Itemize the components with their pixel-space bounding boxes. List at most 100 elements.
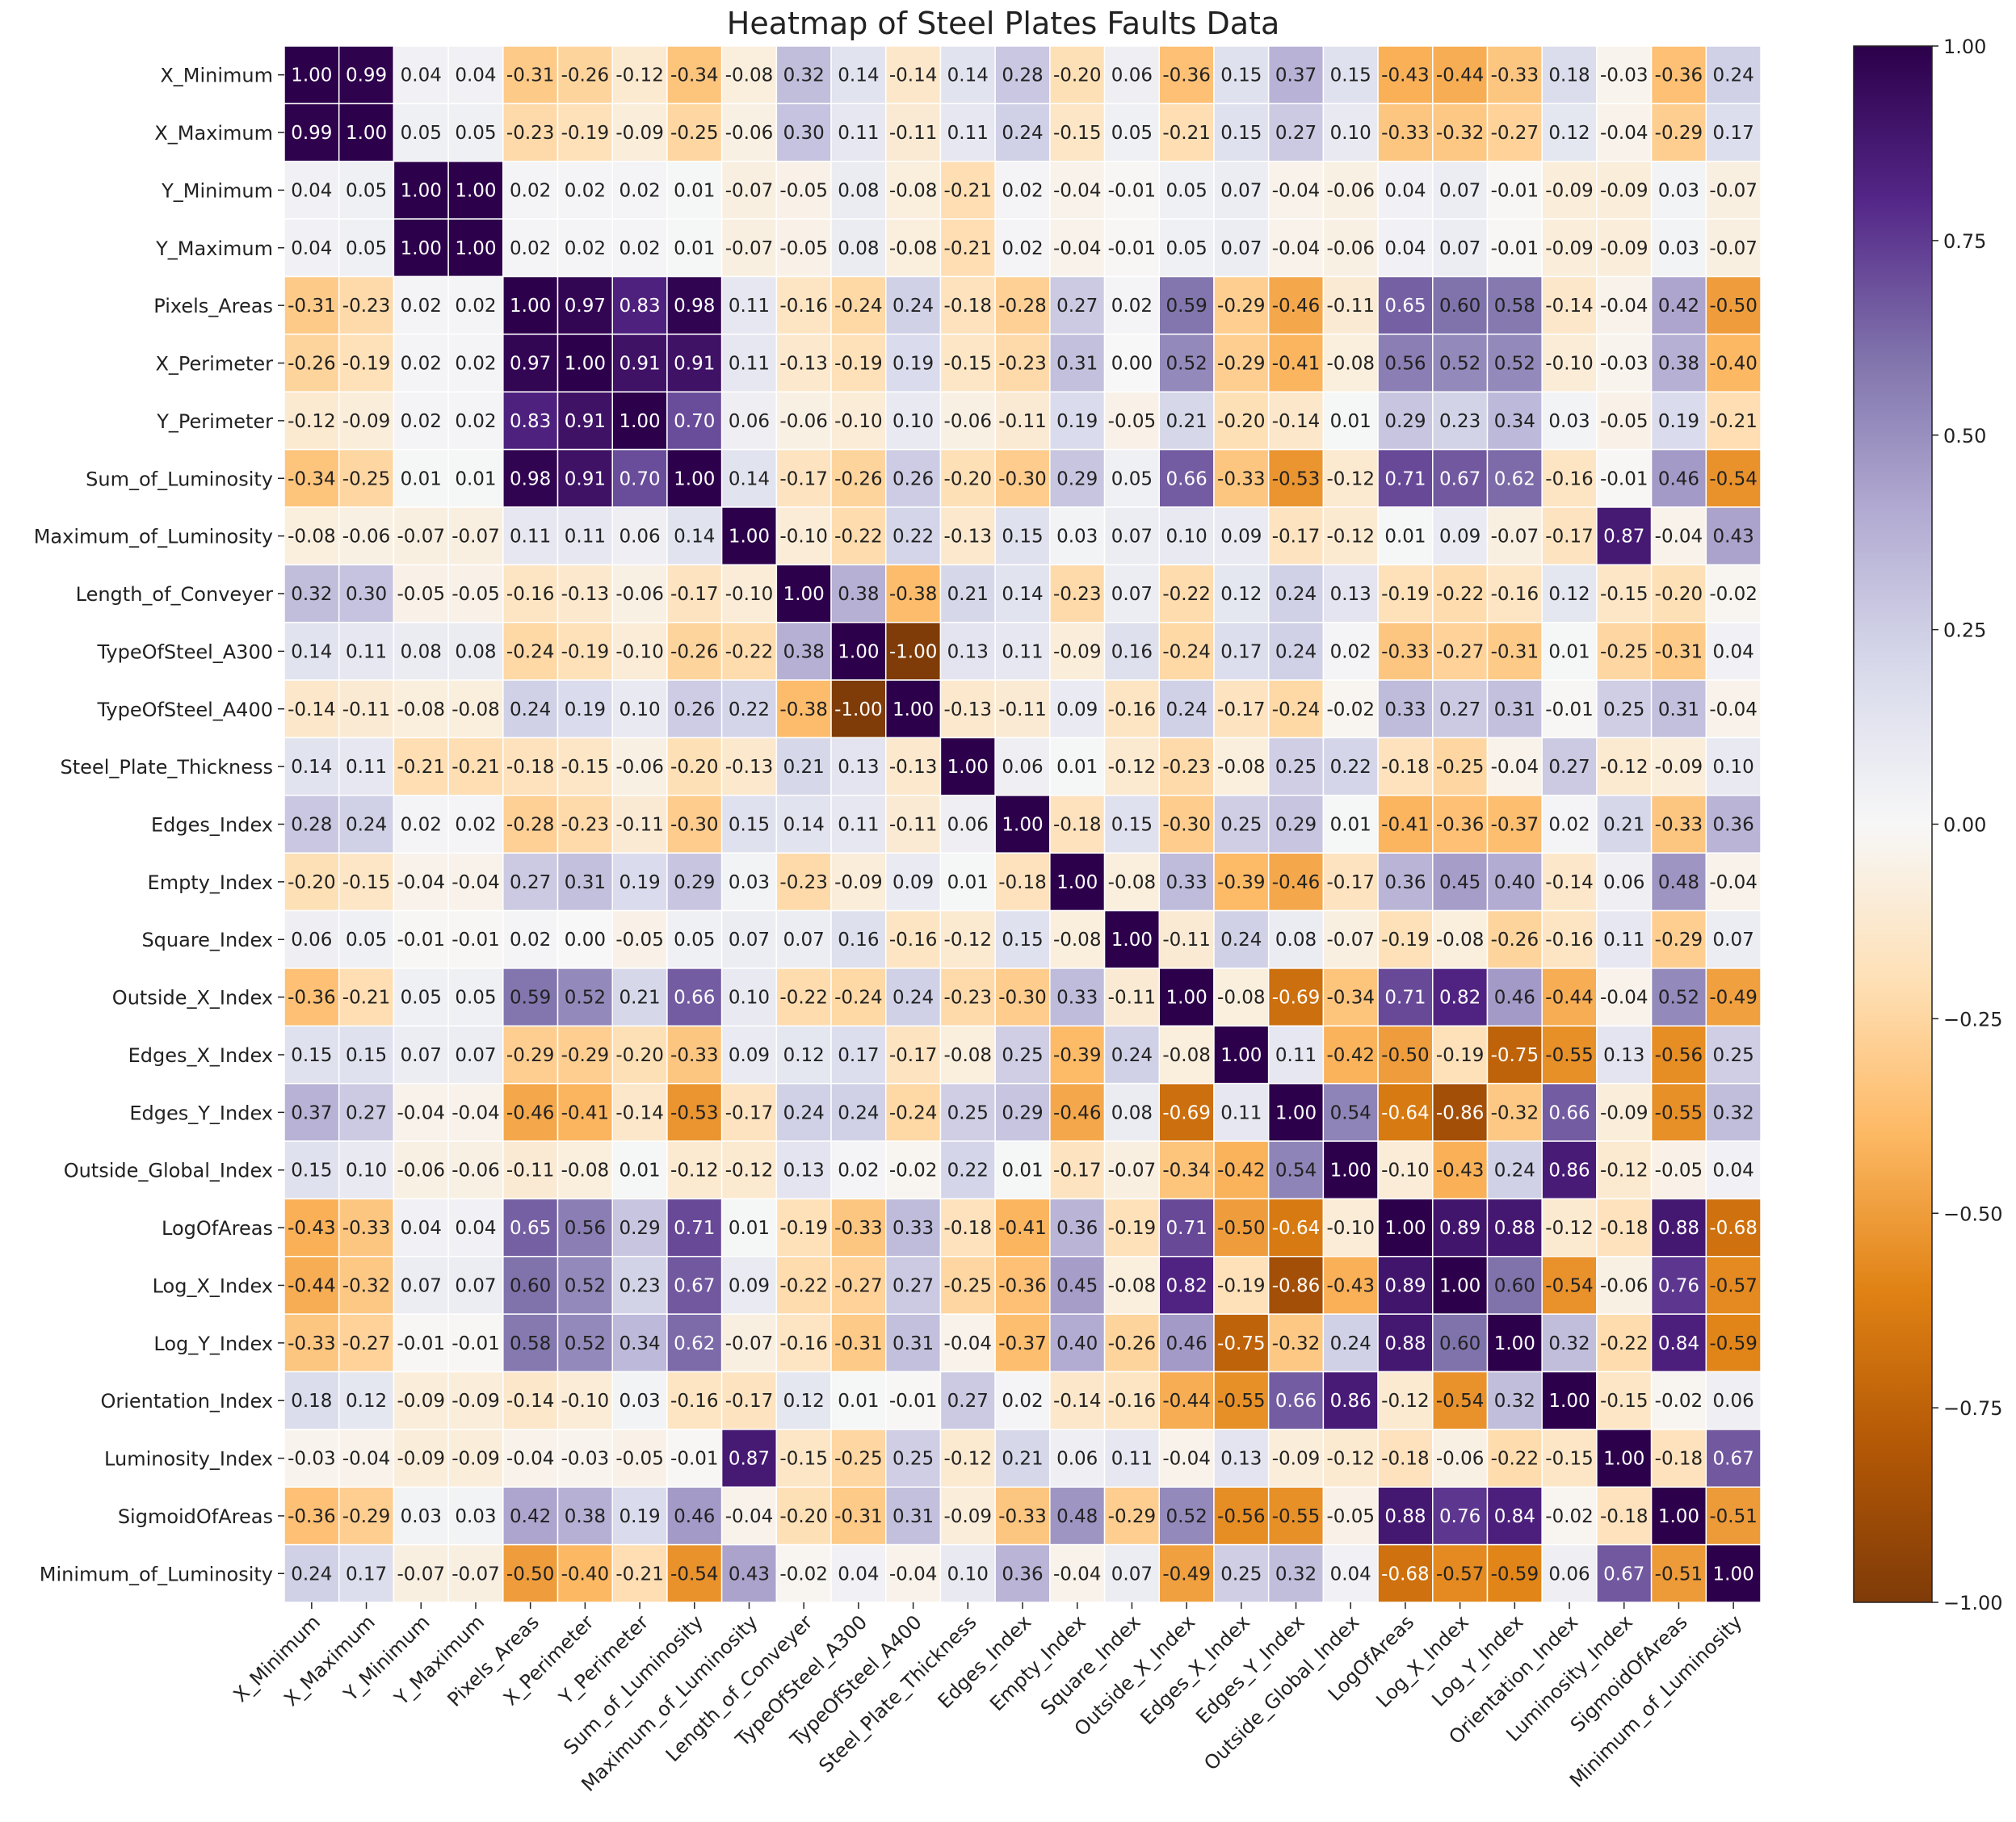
cell-value-label: 0.07 [1111, 527, 1153, 548]
cell-value-label: -0.21 [944, 180, 993, 201]
heatmap-cell [1322, 103, 1379, 162]
cell-value-label: 0.59 [1166, 296, 1208, 317]
cell-value-label: -0.44 [1545, 988, 1594, 1009]
cell-value-label: 0.13 [1330, 584, 1371, 605]
heatmap-cell [1267, 103, 1325, 162]
cell-value-label: -0.24 [834, 296, 883, 317]
cell-value-label: 0.19 [1056, 411, 1098, 432]
cell-value-label: 0.24 [1494, 1161, 1535, 1182]
cell-value-label: 0.12 [783, 1045, 825, 1066]
cell-value-label: 0.01 [1330, 815, 1371, 836]
heatmap-cell [830, 968, 887, 1027]
cell-value-label: -0.11 [1162, 930, 1211, 951]
heatmap-cell [884, 160, 942, 220]
heatmap-cell [939, 275, 996, 335]
heatmap-cell [1322, 1256, 1379, 1315]
cell-value-label: 0.02 [401, 411, 442, 432]
cell-value-label: -0.44 [288, 1275, 336, 1296]
cell-value-label: 1.00 [1713, 1564, 1754, 1585]
cell-value-label: 0.00 [1111, 354, 1153, 375]
heatmap-cell [994, 506, 1051, 566]
heatmap-cell [1377, 218, 1434, 278]
cell-value-label: -0.34 [670, 65, 719, 86]
y-tick-label: TypeOfSteel_A400 [96, 699, 273, 721]
cell-value-label: -0.07 [397, 527, 446, 548]
heatmap-cell [1705, 45, 1762, 105]
heatmap-cell [1705, 1486, 1762, 1546]
heatmap-cell [939, 1256, 996, 1315]
y-tick-label: X_Perimeter [155, 353, 273, 376]
heatmap-cell [611, 1025, 668, 1085]
cell-value-label: -0.08 [944, 1045, 993, 1066]
cell-value-label: 0.83 [510, 411, 551, 432]
heatmap-cell [1705, 1082, 1762, 1142]
cell-value-label: 0.06 [1002, 757, 1043, 778]
heatmap-cell [1432, 1543, 1489, 1603]
y-tick-label: Sum_of_Luminosity [86, 468, 273, 490]
cell-value-label: 0.66 [1166, 468, 1208, 489]
heatmap-cell [447, 968, 504, 1027]
cell-value-label: -0.08 [725, 65, 774, 86]
heatmap-cell [884, 1486, 942, 1546]
heatmap-cell [611, 1543, 668, 1603]
cell-value-label: 0.52 [1658, 988, 1699, 1009]
cell-value-label: 1.00 [1548, 1391, 1590, 1412]
cell-value-label: 0.03 [1056, 527, 1098, 548]
heatmap-cell [1596, 1543, 1653, 1603]
cell-value-label: 0.31 [1494, 699, 1535, 720]
heatmap-cell [1049, 275, 1106, 335]
heatmap-cell [1705, 391, 1762, 451]
heatmap-cell [1158, 1025, 1215, 1085]
cell-value-label: 0.10 [729, 988, 770, 1009]
heatmap-cell [1049, 1082, 1106, 1142]
cell-value-label: -0.15 [1545, 1449, 1594, 1470]
cell-value-label: 0.91 [565, 468, 606, 489]
heatmap-cell [447, 737, 504, 796]
cell-value-label: 0.26 [892, 468, 934, 489]
heatmap-cell [1705, 852, 1762, 912]
cell-value-label: -0.13 [779, 354, 828, 375]
cell-value-label: -0.46 [506, 1102, 555, 1123]
cell-value-label: -0.46 [1272, 872, 1321, 893]
cell-value-label: -0.12 [670, 1161, 719, 1182]
heatmap-cell [830, 334, 887, 393]
cell-value-label: 0.46 [1658, 468, 1699, 489]
cell-value-label: -0.20 [670, 757, 719, 778]
cell-value-label: -0.04 [1709, 872, 1758, 893]
heatmap-cell [720, 1429, 778, 1488]
cell-value-label: -0.75 [1491, 1045, 1539, 1066]
cell-value-label: 0.09 [729, 1045, 770, 1066]
cell-value-label: -0.15 [1600, 584, 1648, 605]
cell-value-label: -0.16 [1108, 699, 1157, 720]
cell-value-label: 0.07 [1439, 180, 1480, 201]
heatmap-cell [447, 1140, 504, 1200]
heatmap-cell [1432, 1140, 1489, 1200]
cell-value-label: 0.19 [619, 1506, 660, 1527]
cell-value-label: 0.13 [1603, 1045, 1644, 1066]
heatmap-cell [1158, 795, 1215, 854]
heatmap-cell [1650, 275, 1707, 335]
heatmap-cell [1486, 1543, 1543, 1603]
cell-value-label: 0.14 [783, 815, 825, 836]
cell-value-label: -0.09 [1600, 238, 1648, 259]
cell-value-label: -0.05 [779, 180, 828, 201]
cell-value-label: -0.33 [998, 1506, 1047, 1527]
cell-value-label: -0.06 [1436, 1449, 1485, 1470]
heatmap-cell [393, 1429, 449, 1488]
cell-value-label: -0.22 [725, 641, 774, 662]
heatmap-cell [1213, 1140, 1270, 1200]
cell-value-label: -0.20 [288, 872, 336, 893]
heatmap-cell [884, 45, 942, 105]
heatmap-cell [666, 968, 723, 1027]
heatmap-cell [666, 448, 723, 508]
heatmap-cell [447, 564, 504, 623]
cell-value-label: -0.13 [561, 584, 610, 605]
heatmap-cell [1267, 218, 1325, 278]
cell-value-label: 1.00 [291, 65, 332, 86]
heatmap-cell [338, 1025, 395, 1085]
cell-value-label: 0.97 [510, 354, 551, 375]
colorbar-tick-label: 0.50 [1943, 425, 1986, 447]
cell-value-label: 0.23 [619, 1275, 660, 1296]
